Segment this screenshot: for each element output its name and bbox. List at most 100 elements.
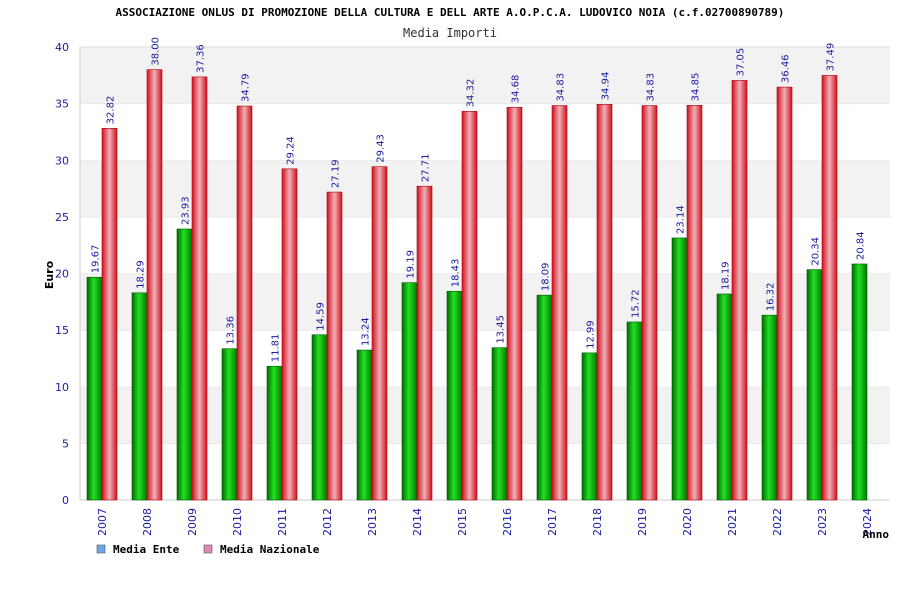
grid-band xyxy=(80,47,890,104)
data-label: 13.24 xyxy=(361,317,372,346)
y-tick-label: 10 xyxy=(55,381,69,394)
bar-media-nazionale xyxy=(191,76,208,501)
data-label: 34.68 xyxy=(511,75,522,104)
grid-band xyxy=(80,330,890,387)
bar-media-ente xyxy=(311,334,328,501)
y-axis-label: Euro xyxy=(43,260,56,289)
legend-swatch-media-ente xyxy=(96,544,106,554)
data-label: 32.82 xyxy=(106,96,117,125)
data-label: 19.19 xyxy=(406,250,417,279)
data-label: 38.00 xyxy=(151,37,162,66)
data-label: 37.36 xyxy=(196,44,207,73)
chart-subtitle: Media Importi xyxy=(403,26,497,40)
data-label: 19.67 xyxy=(91,245,102,274)
data-label: 15.72 xyxy=(631,289,642,318)
bar-media-ente xyxy=(626,321,643,501)
data-label: 11.81 xyxy=(271,334,282,363)
data-label: 37.49 xyxy=(826,43,837,72)
data-label: 34.85 xyxy=(691,73,702,102)
bars xyxy=(86,69,868,501)
bar-media-nazionale xyxy=(101,128,118,501)
legend-label-media-nazionale: Media Nazionale xyxy=(220,543,320,556)
x-tick-label: 2012 xyxy=(321,508,334,536)
data-label: 16.32 xyxy=(766,283,777,312)
data-label: 13.45 xyxy=(496,315,507,344)
bar-media-ente xyxy=(671,237,688,501)
bar-media-ente xyxy=(86,276,103,501)
bar-media-nazionale xyxy=(416,185,433,501)
data-label: 18.43 xyxy=(451,259,462,288)
grid-band xyxy=(80,103,890,161)
bar-media-nazionale xyxy=(821,75,838,501)
data-label: 18.29 xyxy=(136,260,147,289)
y-tick-label: 5 xyxy=(62,437,69,450)
bar-media-nazionale xyxy=(596,104,613,501)
x-tick-label: 2016 xyxy=(501,508,514,536)
data-label: 18.19 xyxy=(721,261,732,290)
grid-band xyxy=(80,386,890,444)
grid-band xyxy=(80,273,890,331)
y-tick-label: 35 xyxy=(55,98,69,111)
x-tick-label: 2023 xyxy=(816,508,829,536)
data-label: 34.79 xyxy=(241,73,252,102)
x-tick-label: 2008 xyxy=(141,508,154,536)
bar-media-ente xyxy=(581,352,598,501)
bar-media-nazionale xyxy=(371,166,388,501)
x-tick-label: 2009 xyxy=(186,508,199,536)
bar-media-nazionale xyxy=(551,105,568,501)
data-label: 37.05 xyxy=(736,48,747,77)
chart-title: ASSOCIAZIONE ONLUS DI PROMOZIONE DELLA C… xyxy=(116,6,785,19)
data-label: 34.83 xyxy=(556,73,567,102)
bar-media-ente xyxy=(761,314,778,501)
data-label: 36.46 xyxy=(781,54,792,83)
y-tick-label: 20 xyxy=(55,268,69,281)
data-label: 34.83 xyxy=(646,73,657,102)
grid-band xyxy=(80,160,890,217)
bar-media-ente xyxy=(491,347,508,501)
x-tick-label: 2014 xyxy=(411,508,424,536)
x-tick-label: 2022 xyxy=(771,508,784,536)
y-tick-label: 40 xyxy=(55,41,69,54)
y-tick-label: 15 xyxy=(55,324,69,337)
data-label: 18.09 xyxy=(541,262,552,291)
x-tick-label: 2007 xyxy=(96,508,109,536)
x-tick-label: 2019 xyxy=(636,508,649,536)
bar-media-ente xyxy=(806,269,823,501)
bar-media-nazionale xyxy=(731,80,748,501)
data-label: 29.24 xyxy=(286,136,297,165)
bar-media-nazionale xyxy=(146,69,163,501)
bar-media-nazionale xyxy=(236,105,253,501)
bar-media-ente xyxy=(131,292,148,501)
data-label: 23.14 xyxy=(676,205,687,234)
data-label: 29.43 xyxy=(376,134,387,163)
legend-label-media-ente: Media Ente xyxy=(113,543,180,556)
bar-media-ente xyxy=(401,282,418,501)
data-label: 14.59 xyxy=(316,302,327,331)
x-tick-label: 2017 xyxy=(546,508,559,536)
bar-media-ente xyxy=(221,348,238,501)
data-label: 12.99 xyxy=(586,320,597,349)
x-tick-label: 2024 xyxy=(861,508,874,536)
data-label: 20.84 xyxy=(856,231,867,260)
bar-media-nazionale xyxy=(461,111,478,501)
plot-background-bands xyxy=(80,46,890,500)
bar-media-ente xyxy=(176,228,193,501)
bar-media-ente xyxy=(536,294,553,501)
y-tick-label: 30 xyxy=(55,154,69,167)
bar-media-nazionale xyxy=(641,105,658,501)
bar-media-ente xyxy=(446,290,463,501)
data-label: 27.19 xyxy=(331,159,342,188)
x-axis-label: Anno xyxy=(863,528,890,541)
axes: 0 5 10 15 20 25 30 35 40 2007 2008 2009 2010 2011 2012… xyxy=(55,41,890,536)
data-label: 20.34 xyxy=(811,237,822,266)
bar-media-nazionale xyxy=(506,106,523,501)
bar-media-ente xyxy=(356,349,373,501)
data-label: 13.36 xyxy=(226,316,237,345)
bar-media-ente xyxy=(716,293,733,501)
x-tick-label: 2020 xyxy=(681,508,694,536)
grid-band xyxy=(80,216,890,274)
data-labels: 19.67 18.29 23.93 13.36 11.81 14.59 13.24 19.19… xyxy=(91,37,867,362)
data-label: 34.94 xyxy=(601,72,612,101)
